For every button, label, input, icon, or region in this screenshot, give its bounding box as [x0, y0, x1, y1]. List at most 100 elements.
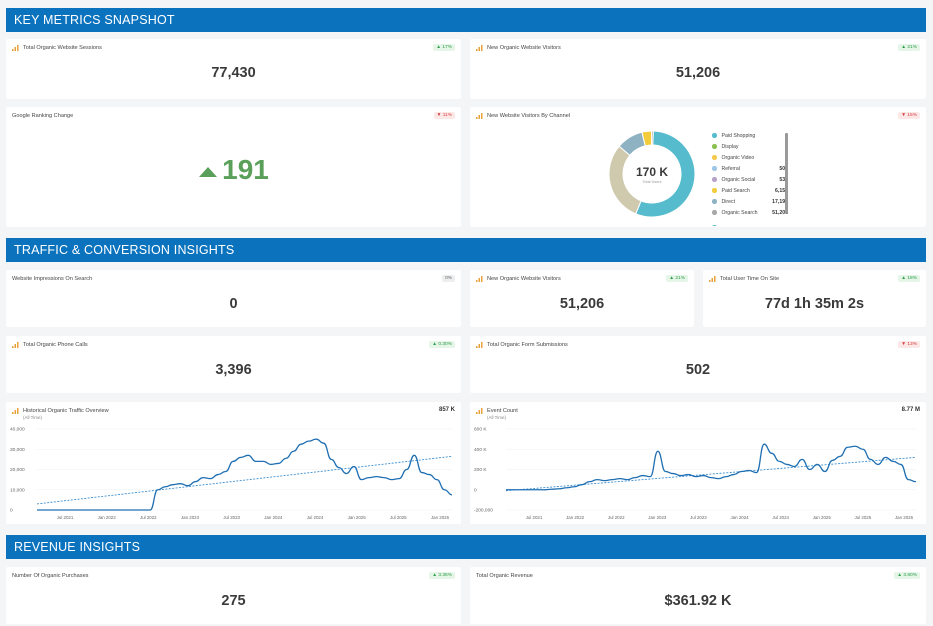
event-count-card[interactable]: Event Count (All Time) 8.77 M -200,000 0 20…: [470, 402, 926, 524]
ranking-badge-value: 11%: [442, 113, 452, 118]
legend-scrollbar[interactable]: [785, 133, 788, 213]
x-tick-label: Jan 2022: [98, 515, 117, 520]
legend-value: 507: [779, 165, 788, 172]
time-on-site-card[interactable]: Total User Time On Site ▲ 18% 77d 1h 35m…: [703, 270, 926, 327]
section-traffic: TRAFFIC & CONVERSION INSIGHTS: [6, 238, 926, 262]
bar-chart-icon: [476, 113, 483, 119]
sessions-title-row: Total Organic Website Sessions: [12, 45, 102, 51]
legend-label: Organic Search: [721, 209, 758, 216]
form-submissions-card[interactable]: Total Organic Form Submissions ▼ 13% 502: [470, 336, 926, 393]
legend-label: Paid Shopping: [721, 132, 756, 139]
y-tick-label: 200 K: [474, 467, 487, 473]
channels-badge-value: 15%: [907, 113, 917, 118]
historical-line-chart[interactable]: 0 10,000 20,000 30,000 40,000 Jul 2021 Jan 202…: [6, 420, 461, 524]
phone-calls-badge-value: 0.30%: [438, 342, 452, 347]
historical-total: 857 K: [438, 407, 455, 413]
sessions-value: 77,430: [211, 65, 256, 81]
legend-item[interactable]: Display6: [712, 141, 788, 152]
x-tick-label: Jan 2022: [566, 515, 585, 520]
series-line[interactable]: [506, 443, 917, 491]
channels-title: New Website Visitors By Channel: [487, 113, 571, 119]
bar-chart-icon: [12, 408, 19, 414]
legend-item[interactable]: Direct 17,196: [712, 196, 788, 207]
historical-title-block: Historical Organic Traffic Overview (All …: [23, 408, 109, 420]
y-tick-label: 10,000: [10, 487, 25, 493]
new-visitors-title: New Organic Website Visitors: [487, 45, 561, 51]
impressions-title: Website Impressions On Search: [12, 276, 93, 282]
trend-line: [505, 456, 917, 492]
legend-dot-icon: [712, 155, 717, 160]
trend-line: [36, 455, 453, 505]
sessions-card[interactable]: Total Organic Website Sessions ▲ 17% 77,…: [6, 39, 461, 99]
legend-item[interactable]: Paid Search 6,156: [712, 185, 788, 196]
form-submissions-value: 502: [685, 362, 711, 378]
legend-item[interactable]: Paid Shopping2: [712, 130, 788, 141]
x-tick-label: Jul 2023: [223, 515, 240, 520]
legend-item[interactable]: Organic Search 51,206: [712, 207, 788, 218]
legend-label: Display: [721, 143, 739, 150]
ranking-card[interactable]: Google Ranking Change ▼ 11% 191: [6, 107, 461, 227]
historical-traffic-card[interactable]: Historical Organic Traffic Overview (All …: [6, 402, 461, 524]
impressions-card[interactable]: Website Impressions On Search 0% 0: [6, 270, 461, 327]
impressions-value: 0: [229, 296, 238, 312]
revenue-value: $361.92 K: [664, 593, 732, 609]
legend-item[interactable]: Organic Social 539: [712, 174, 788, 185]
x-tick-label: Jul 2025: [390, 515, 407, 520]
donut-slice[interactable]: [651, 130, 654, 146]
y-tick-label: 0: [474, 487, 477, 493]
channels-card[interactable]: New Website Visitors By Channel ▼ 15%: [470, 107, 926, 227]
x-tick-label: Jul 2023: [690, 515, 707, 520]
x-tick-label: Jul 2022: [140, 515, 157, 520]
phone-calls-card[interactable]: Total Organic Phone Calls ▲ 0.30% 3,396: [6, 336, 461, 393]
x-tick-label: Jul 2024: [772, 515, 789, 520]
ranking-title: Google Ranking Change: [12, 113, 74, 119]
impressions-badge: 0%: [442, 275, 455, 282]
series-line[interactable]: [37, 438, 453, 511]
channels-title-row: New Website Visitors By Channel: [476, 113, 570, 119]
traffic-new-visitors-title: New Organic Website Visitors: [487, 276, 561, 282]
historical-title-row: Historical Organic Traffic Overview (All …: [12, 408, 109, 420]
section-key-metrics: KEY METRICS SNAPSHOT: [6, 8, 926, 32]
new-visitors-badge-value: 21%: [907, 45, 917, 50]
new-visitors-card[interactable]: New Organic Website Visitors ▲ 21% 51,20…: [470, 39, 926, 99]
purchases-badge-value: 3.36%: [438, 573, 452, 578]
revenue-card[interactable]: Total Organic Revenue ▲ 3.80% $361.92 K: [470, 567, 926, 624]
historical-subtitle: (All Time): [23, 415, 42, 420]
revenue-title-row: Total Organic Revenue: [476, 573, 533, 579]
x-tick-label: Jan 2024: [731, 515, 750, 520]
x-tick-label: Jul 2021: [57, 515, 74, 520]
legend-item[interactable]: Organic Video9: [712, 152, 788, 163]
legend-label: Referral: [721, 165, 740, 172]
phone-calls-title: Total Organic Phone Calls: [23, 342, 88, 348]
legend-label: Organic Video: [721, 154, 755, 161]
revenue-badge: ▲ 3.80%: [894, 572, 920, 579]
legend-dot-icon: [712, 144, 717, 149]
event-count-total: 8.77 M: [901, 407, 920, 413]
purchases-card[interactable]: Number Of Organic Purchases ▲ 3.36% 275: [6, 567, 461, 624]
legend-value: 6,156: [775, 187, 788, 194]
channels-donut-chart[interactable]: 170 K Total Users: [606, 128, 698, 220]
sessions-badge: ▲ 17%: [433, 44, 455, 51]
ranking-value-row: 191: [6, 155, 461, 185]
legend-dot-icon: [712, 210, 717, 215]
legend-value: 17,196: [772, 198, 788, 205]
legend-dot-icon: [712, 166, 717, 171]
x-tick-label: Jan 2025: [348, 515, 367, 520]
donut-slice[interactable]: [608, 145, 642, 215]
legend-label: Paid Search: [721, 187, 750, 194]
event-count-line-chart[interactable]: -200,000 0 200 K 400 K 600 K Jul 2021 Jan 2022…: [470, 420, 926, 524]
legend-value: 539: [779, 176, 788, 183]
bar-chart-icon: [12, 342, 19, 348]
event-count-title-row: Event Count (All Time): [476, 408, 518, 420]
y-tick-label: 30,000: [10, 447, 25, 453]
legend-value: 51,206: [772, 209, 788, 216]
phone-calls-value: 3,396: [215, 362, 252, 378]
time-on-site-title-row: Total User Time On Site: [709, 276, 779, 282]
donut-slice[interactable]: [635, 130, 696, 218]
traffic-new-visitors-card[interactable]: New Organic Website Visitors ▲ 21% 51,20…: [470, 270, 694, 327]
y-tick-label: 0: [10, 508, 13, 514]
channels-legend: Paid Shopping2Display6Organic Video9Refe…: [712, 130, 788, 229]
ranking-value: 191: [222, 154, 269, 185]
legend-item[interactable]: Referral 507: [712, 163, 788, 174]
bar-chart-icon: [709, 276, 716, 282]
